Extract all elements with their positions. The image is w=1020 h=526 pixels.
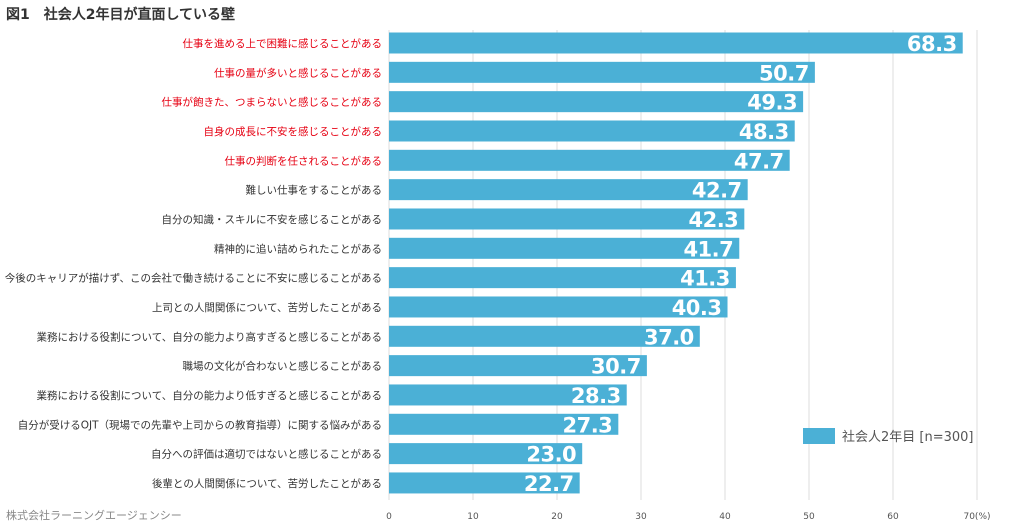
value-label-8: 41.7	[683, 237, 733, 261]
value-label-14: 27.3	[562, 413, 612, 437]
footer-credit: 株式会社ラーニングエージェンシー	[6, 508, 182, 522]
x-tick-60: 60	[887, 512, 899, 522]
category-label-11: 業務における役割について、自分の能力より高すぎると感じることがある	[37, 330, 382, 343]
legend: 社会人2年目 [n=300]	[803, 428, 974, 445]
value-label-5: 47.7	[734, 149, 784, 173]
category-label-8: 精神的に追い詰められたことがある	[214, 242, 382, 255]
bar-3	[389, 91, 804, 113]
bar-12	[389, 355, 647, 377]
bar-8	[389, 237, 740, 259]
category-label-13: 業務における役割について、自分の能力より低すぎると感じることがある	[37, 389, 382, 402]
category-label-9: 今後のキャリアが描けず、この会社で働き続けることに不安に感じることがある	[5, 272, 382, 285]
category-label-10: 上司との人間関係について、苦労したことがある	[152, 301, 382, 314]
x-tick-20: 20	[551, 512, 563, 522]
bars: 68.3 50.7 49.3 48.3 47.7 42.7 42.3 41.7 41.3 40.3…	[389, 32, 963, 496]
x-tick-30: 30	[635, 512, 647, 522]
x-tick-70: 70(%)	[963, 512, 990, 522]
x-axis-ticks: 0 10 20 30 40 50 60 70(%)	[386, 512, 990, 522]
category-label-2: 仕事の量が多いと感じることがある	[214, 66, 382, 79]
value-label-12: 30.7	[591, 355, 641, 379]
category-label-12: 職場の文化が合わないと感じることがある	[183, 360, 383, 373]
bar-1	[389, 32, 963, 54]
category-labels: 仕事を進める上で困難に感じることがある仕事の量が多いと感じることがある仕事が飽き…	[5, 37, 382, 490]
category-label-14: 自分が受けるOJT（現場での先輩や上司からの教育指導）に関する悩みがある	[18, 418, 382, 431]
bar-11	[389, 325, 700, 347]
value-label-6: 42.7	[692, 179, 742, 203]
x-tick-40: 40	[719, 512, 731, 522]
bar-16	[389, 472, 580, 494]
category-label-5: 仕事の判断を任されることがある	[225, 154, 383, 167]
bar-13	[389, 384, 627, 406]
value-label-9: 41.3	[680, 267, 730, 291]
value-label-15: 23.0	[526, 443, 576, 467]
legend-label: 社会人2年目 [n=300]	[842, 429, 974, 445]
x-tick-50: 50	[803, 512, 815, 522]
category-label-16: 後輩との人間関係について、苦労したことがある	[152, 477, 382, 490]
value-label-10: 40.3	[672, 296, 722, 320]
x-tick-0: 0	[386, 512, 392, 522]
legend-swatch	[803, 428, 835, 444]
value-label-13: 28.3	[571, 384, 621, 408]
x-tick-10: 10	[467, 512, 479, 522]
category-label-3: 仕事が飽きた、つまらないと感じることがある	[162, 96, 383, 109]
category-label-1: 仕事を進める上で困難に感じることがある	[183, 37, 383, 50]
bar-14	[389, 413, 619, 435]
bar-6	[389, 179, 748, 201]
value-label-4: 48.3	[739, 120, 789, 144]
category-label-7: 自分の知識・スキルに不安を感じることがある	[162, 213, 383, 226]
value-label-1: 68.3	[907, 32, 957, 56]
value-label-16: 22.7	[524, 472, 574, 496]
value-label-3: 49.3	[747, 91, 797, 115]
bar-2	[389, 61, 815, 83]
chart-title: 図1 社会人2年目が直面している壁	[6, 6, 235, 23]
bar-7	[389, 208, 745, 230]
bar-15	[389, 443, 583, 465]
value-label-11: 37.0	[644, 325, 694, 349]
category-label-4: 自身の成長に不安を感じることがある	[204, 125, 383, 138]
bar-5	[389, 149, 790, 171]
category-label-6: 難しい仕事をすることがある	[246, 184, 383, 197]
value-label-7: 42.3	[688, 208, 738, 232]
value-label-2: 50.7	[759, 61, 809, 85]
bar-9	[389, 267, 736, 289]
bar-10	[389, 296, 728, 318]
category-label-15: 自分への評価は適切ではないと感じることがある	[151, 448, 382, 461]
bar-4	[389, 120, 795, 142]
